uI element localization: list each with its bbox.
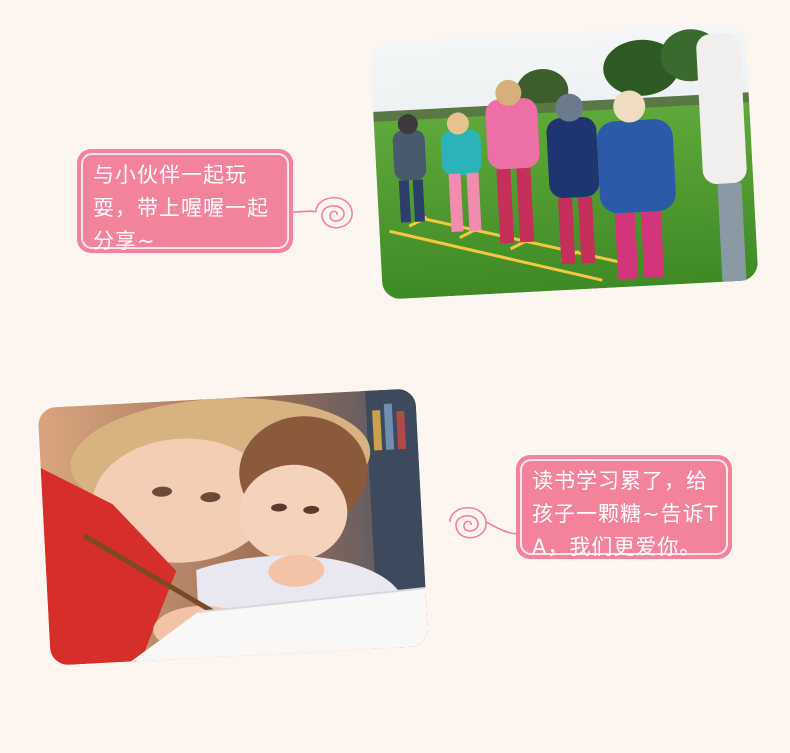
swirl-icon [449,507,520,539]
play-speech-bubble: 与小伙伴一起玩耍，带上喔喔一起分享~ [77,149,293,253]
swirl-icon [292,197,353,229]
study-bubble-text: 读书学习累了，给孩子一颗糖~告诉TA，我们更爱你。 [520,459,728,559]
study-photo [37,388,429,666]
play-photo [369,22,759,300]
play-bubble-text: 与小伙伴一起玩耍，带上喔喔一起分享~ [81,153,289,253]
study-speech-bubble: 读书学习累了，给孩子一颗糖~告诉TA，我们更爱你。 [516,455,732,559]
